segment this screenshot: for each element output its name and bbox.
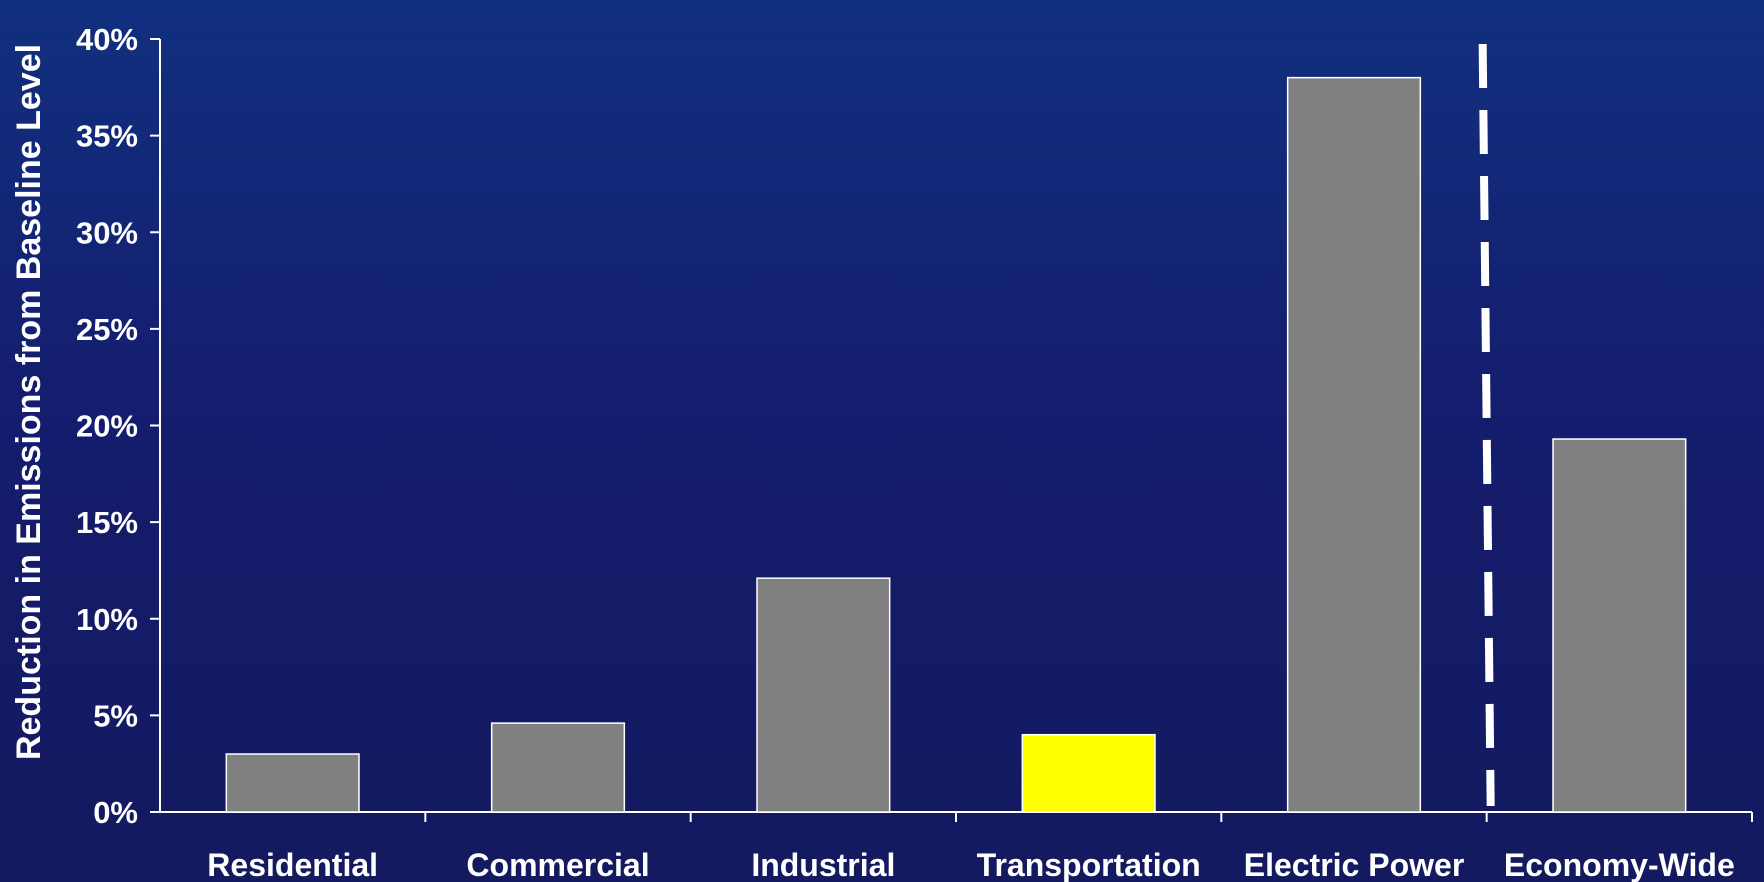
x-tick-label: Residential [207, 847, 378, 882]
x-tick-label: Electric Power [1244, 847, 1465, 882]
bar-commercial [490, 722, 626, 813]
y-tick-label: 0% [93, 795, 138, 830]
y-tick-label: 35% [76, 119, 138, 154]
x-tick-label: Industrial [751, 847, 895, 882]
x-tick-label: Commercial [466, 847, 649, 882]
bar-electric-power [1286, 76, 1422, 813]
bar-economy-wide [1552, 438, 1687, 813]
bar-industrial [756, 577, 891, 813]
bar-transportation [1021, 733, 1156, 813]
y-tick-label: 25% [76, 312, 138, 347]
y-tick-label: 40% [76, 22, 138, 57]
y-tick-label: 5% [93, 698, 138, 733]
group-separator-line [1478, 43, 1495, 807]
bar-residential [225, 753, 360, 813]
y-tick-label: 10% [76, 602, 138, 637]
plot-area: 0% 5% 10% 15% 20% 25% 30% 35% 40% Residential Comm… [76, 22, 1753, 882]
y-tick-label: 30% [76, 215, 138, 250]
y-axis-label: Reduction in Emissions from Baseline Lev… [10, 44, 48, 760]
y-tick-label: 20% [76, 409, 138, 444]
x-tick-label: Economy-Wide [1504, 847, 1735, 882]
x-tick-label: Transportation [977, 847, 1201, 882]
y-tick-label: 15% [76, 505, 138, 540]
